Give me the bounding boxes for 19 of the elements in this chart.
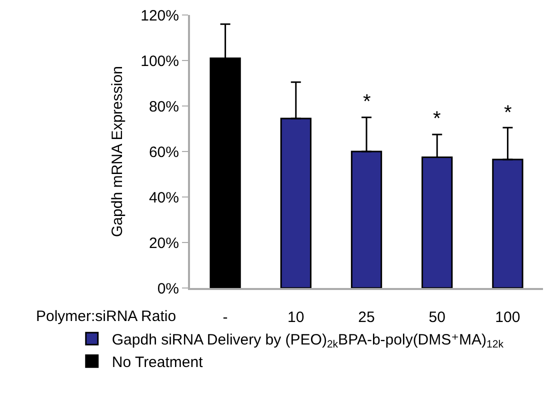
y-tick-label: 20% [148, 234, 179, 252]
y-tick-label: 40% [148, 189, 179, 206]
x-axis-title: Polymer:siRNA Ratio [36, 308, 176, 325]
x-tick-label: 10 [288, 309, 304, 326]
x-tick-label: 25 [358, 309, 375, 326]
annotation: * [363, 91, 371, 113]
annotation: * [504, 102, 512, 124]
y-tick-label: 80% [148, 98, 179, 116]
y-axis-title: Gapdh mRNA Expression [109, 66, 126, 237]
y-tick-label: 100% [140, 52, 179, 70]
y-tick-label: 120% [140, 7, 179, 24]
y-tick-label: 0% [157, 280, 179, 298]
x-tick-label: 50 [428, 309, 446, 326]
x-tick-label: 100 [495, 309, 520, 326]
legend-label: Gapdh siRNA Delivery by (PEO)$_{2k}$BPA-b-poly(DMS⁺MA)$_{12k}$ [112, 332, 504, 351]
x-tick-label: - [222, 309, 228, 326]
annotation: * [433, 108, 441, 130]
legend-label: No Treatment [112, 354, 204, 371]
y-tick-label: 60% [148, 144, 179, 161]
